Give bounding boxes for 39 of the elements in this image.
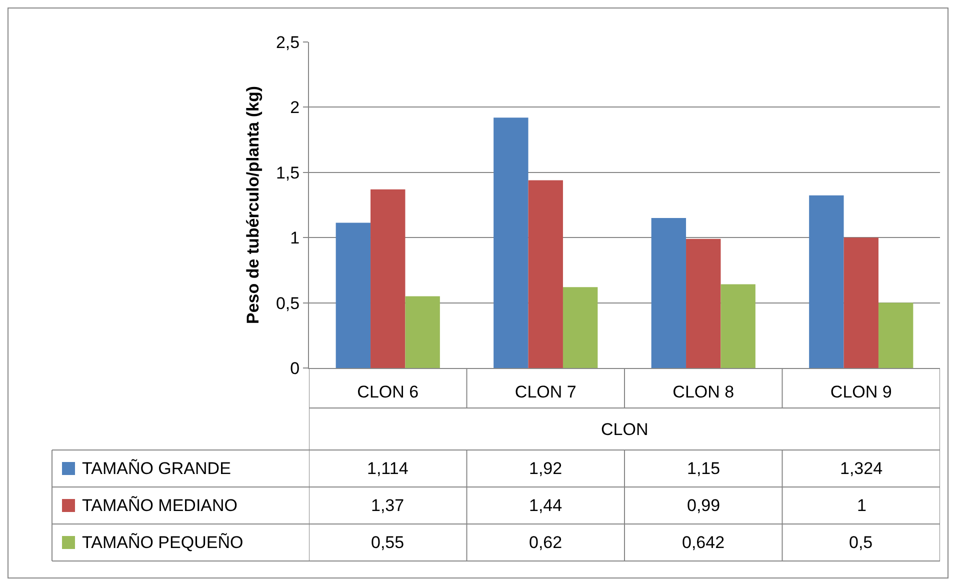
y-tick-label: 1,5	[276, 163, 300, 182]
y-tick-label: 2,5	[276, 32, 300, 52]
data-label: 1,44	[529, 496, 562, 515]
bar	[686, 238, 721, 368]
bar	[494, 118, 528, 368]
y-tick-label: 0,5	[276, 294, 300, 313]
data-label: 0,642	[682, 533, 725, 552]
bar	[878, 302, 914, 368]
bar	[336, 222, 371, 368]
x-tick-label: CLON 8	[672, 382, 734, 402]
bar	[405, 296, 440, 368]
x-tick-label: CLON 7	[514, 382, 576, 402]
bar	[809, 195, 844, 368]
data-label: 0,55	[371, 533, 404, 552]
bar	[528, 180, 563, 368]
y-tick-label: 0	[290, 358, 300, 378]
y-axis-title: Peso de tubérculo/planta (kg)	[244, 86, 263, 324]
data-label: 1,114	[367, 459, 408, 478]
data-label: 1,15	[687, 459, 720, 478]
y-tick-label: 1	[290, 228, 300, 248]
bar	[720, 284, 756, 368]
x-tick-label: CLON 9	[830, 382, 892, 402]
data-label: 1	[857, 496, 866, 515]
data-label: 0,99	[687, 496, 720, 515]
legend-label: TAMAÑO GRANDE	[82, 459, 231, 478]
x-tick-label: CLON 6	[357, 382, 419, 402]
legend-label: TAMAÑO PEQUEÑO	[82, 533, 244, 552]
legend-label: TAMAÑO MEDIANO	[82, 496, 238, 515]
data-label: 0,62	[529, 533, 562, 552]
bar	[370, 189, 406, 368]
y-tick-label: 2	[290, 98, 300, 118]
x-axis-title: CLON	[601, 420, 648, 439]
data-label: 1,37	[371, 496, 404, 515]
data-label: 1,92	[529, 459, 562, 478]
bar	[651, 218, 686, 368]
data-label: 0,5	[849, 533, 873, 552]
bar	[562, 287, 598, 368]
bar	[844, 238, 878, 368]
data-label: 1,324	[840, 459, 883, 478]
